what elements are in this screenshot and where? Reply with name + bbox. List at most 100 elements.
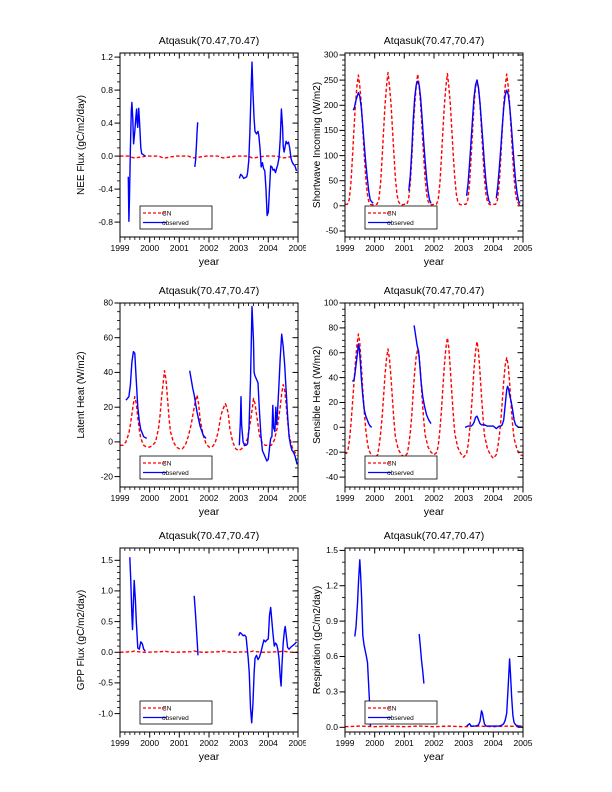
series-line-observed [466, 658, 522, 727]
series-group [345, 559, 523, 728]
x-axis-label: year [199, 751, 220, 763]
series-line-observed [189, 370, 207, 439]
y-tick-label: 60 [329, 347, 339, 357]
legend: CN observed [364, 700, 438, 725]
y-tick-label: 60 [104, 332, 114, 342]
legend-label-observed: observed [387, 220, 414, 227]
legend-box [139, 700, 213, 725]
chart-shortwave-incoming: 1999 2000 2001 2002 2003 2004 2005 -50 0 50 100 150… [306, 20, 612, 270]
series-line-observed [352, 91, 374, 204]
tick-marks [339, 302, 524, 493]
x-tick-label: 2005 [289, 493, 306, 503]
plot-svg: 1999 2000 2001 2002 2003 2004 2005 -20 0 20 40 60 80… [76, 285, 308, 518]
x-tick-label: 1999 [111, 243, 130, 253]
tick-marks [339, 53, 524, 243]
legend-box [364, 700, 438, 725]
y-tick-label: 20 [104, 402, 114, 412]
x-tick-label: 2004 [259, 493, 278, 503]
y-tick-label: 0 [333, 422, 338, 432]
x-tick-label: 2003 [229, 243, 248, 253]
x-tick-label: 2000 [140, 243, 159, 253]
x-tick-label: 2001 [170, 493, 189, 503]
chart-title: Atqasuk(70.47,70.47) [384, 35, 484, 47]
legend: CN observed [364, 205, 438, 230]
y-tick-label: 300 [324, 50, 338, 60]
series-group [345, 325, 523, 460]
series-line-observed [465, 79, 492, 204]
legend-label-cn: CN [162, 705, 172, 712]
x-tick-label: 2005 [289, 243, 306, 253]
y-tick-label: 0.4 [101, 118, 113, 128]
plot-svg: 1999 2000 2001 2002 2003 2004 2005 0.0 0.3 0.6 0.9… [312, 530, 533, 763]
series-group [120, 557, 298, 724]
legend-label-observed: observed [162, 715, 189, 722]
series-line-observed [351, 343, 373, 428]
x-tick-label: 2002 [200, 243, 219, 253]
x-tick-label: 2003 [229, 738, 248, 748]
x-axis-label: year [199, 506, 220, 518]
y-tick-label: 200 [324, 100, 338, 110]
y-axis-label: Shortwave Incoming (W/m2) [312, 82, 323, 208]
y-tick-label: 0.6 [326, 651, 338, 661]
series-group [345, 71, 523, 206]
x-tick-label: 2003 [454, 738, 473, 748]
y-axis-label: Latent Heat (W/m2) [76, 351, 87, 438]
y-tick-label: -0.8 [98, 217, 113, 227]
y-tick-label: 0.0 [101, 647, 113, 657]
y-tick-label: -0.5 [98, 678, 113, 688]
y-tick-label: 80 [329, 323, 339, 333]
tick-marks [114, 53, 299, 243]
x-tick-label: 2005 [289, 738, 306, 748]
legend: CN observed [139, 205, 213, 230]
series-line-cn [120, 650, 298, 654]
x-tick-label: 2004 [484, 493, 503, 503]
series-line-observed [194, 122, 199, 167]
chart-title: Atqasuk(70.47,70.47) [159, 285, 259, 297]
y-tick-label: 1.2 [326, 580, 338, 590]
y-tick-label: 20 [329, 397, 339, 407]
x-axis-label: year [199, 256, 220, 268]
x-tick-label: 2003 [454, 243, 473, 253]
series-line-observed [464, 385, 523, 430]
series-line-cn [120, 155, 298, 159]
y-tick-label: 0.0 [101, 151, 113, 161]
chart-gpp-flux: 1999 2000 2001 2002 2003 2004 2005 -1.0 -0.5 0.0 0… [0, 515, 308, 765]
x-tick-label: 2003 [229, 493, 248, 503]
series-line-observed [408, 80, 432, 204]
x-tick-label: 2002 [200, 738, 219, 748]
y-tick-label: 1.2 [101, 52, 113, 62]
y-tick-label: 0 [108, 437, 113, 447]
series-line-observed [125, 350, 148, 440]
x-tick-label: 1999 [336, 243, 355, 253]
tick-marks [114, 548, 299, 738]
legend-label-cn: CN [387, 705, 397, 712]
tick-marks [339, 548, 524, 738]
legend-label-observed: observed [162, 470, 189, 477]
x-tick-label: 2002 [200, 493, 219, 503]
y-tick-label: 1.5 [326, 545, 338, 555]
x-tick-label: 2002 [425, 243, 444, 253]
x-tick-label: 2005 [514, 243, 533, 253]
y-axis-label: Sensible Heat (W/m2) [312, 346, 323, 444]
legend-label-cn: CN [387, 460, 397, 467]
legend-label-observed: observed [387, 470, 414, 477]
chart-title: Atqasuk(70.47,70.47) [384, 285, 484, 297]
y-tick-label: 0.3 [326, 687, 338, 697]
legend: CN observed [139, 700, 213, 725]
x-tick-label: 2002 [425, 493, 444, 503]
x-tick-label: 2000 [140, 738, 159, 748]
chart-respiration: 1999 2000 2001 2002 2003 2004 2005 0.0 0.3 0.6 0.9… [306, 515, 612, 765]
y-tick-label: -50 [326, 226, 339, 236]
series-line-observed [495, 89, 521, 204]
series-line-observed [413, 325, 432, 424]
chart-title: Atqasuk(70.47,70.47) [159, 530, 259, 542]
x-tick-label: 2004 [259, 738, 278, 748]
x-tick-label: 2000 [365, 738, 384, 748]
legend-label-cn: CN [162, 210, 172, 217]
y-tick-label: -0.4 [98, 184, 113, 194]
legend-label-cn: CN [162, 460, 172, 467]
x-tick-label: 2001 [395, 738, 414, 748]
y-tick-label: 40 [104, 367, 114, 377]
series-line-observed [129, 557, 146, 652]
y-tick-label: 0.9 [326, 616, 338, 626]
